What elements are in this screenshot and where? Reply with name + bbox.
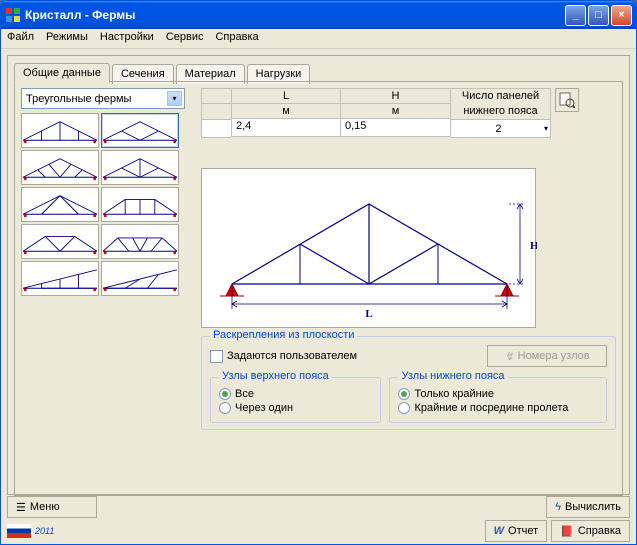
menu-settings[interactable]: Настройки <box>100 31 154 46</box>
app-window: Кристалл - Фермы _ □ × Файл Режимы Настр… <box>0 0 637 545</box>
truss-type-combo[interactable]: Треугольные фермы ▾ <box>21 88 185 109</box>
truss-thumb-7[interactable] <box>101 224 179 259</box>
right-panel: L м 2,4 H м 0,15 Число панелей <box>201 88 616 430</box>
tab-body: Треугольные фермы ▾ L <box>14 81 623 496</box>
menu-file[interactable]: Файл <box>7 31 34 46</box>
svg-text:H: H <box>530 240 537 252</box>
window-title: Кристалл - Фермы <box>25 8 565 22</box>
window-buttons: _ □ × <box>565 5 632 26</box>
chevron-down-icon: ▾ <box>544 124 548 133</box>
hdr-panels1: Число панелей <box>451 88 551 104</box>
truss-thumb-5[interactable] <box>101 187 179 222</box>
content: Общие данные Сечения Материал Нагрузки Т… <box>1 49 636 501</box>
truss-thumbnails <box>21 113 189 296</box>
truss-diagram: L H <box>201 168 536 328</box>
radio-icon <box>398 402 410 414</box>
radio-top-all[interactable]: Все <box>219 388 372 400</box>
year-label: 2011 <box>35 526 54 536</box>
tab-general[interactable]: Общие данные <box>14 63 110 83</box>
unit-L: м <box>231 104 341 119</box>
radio-bot-ends[interactable]: Только крайние <box>398 388 598 400</box>
footer: ☰ Меню ϟВычислить 2011 WОтчет 📕Справка <box>7 496 630 540</box>
unit-H: м <box>341 104 451 119</box>
user-defined-checkbox[interactable]: Задаются пользователем <box>210 350 357 363</box>
panels-value: 2 <box>453 123 544 135</box>
top-chord-group: Узлы верхнего пояса Все Через один <box>210 377 381 423</box>
book-icon: 📕 <box>560 525 574 538</box>
truss-type-value: Треугольные фермы <box>26 93 131 105</box>
truss-thumb-6[interactable] <box>21 224 99 259</box>
checkbox-icon <box>210 350 223 363</box>
node-numbers-button: ↯ Номера узлов <box>487 345 607 367</box>
truss-thumb-4[interactable] <box>21 187 99 222</box>
bolt-icon: ϟ <box>555 501 561 513</box>
menubar: Файл Режимы Настройки Сервис Справка <box>1 29 636 49</box>
tabs: Общие данные Сечения Материал Нагрузки <box>14 62 623 82</box>
radio-icon <box>219 402 231 414</box>
close-button[interactable]: × <box>611 5 632 26</box>
truss-thumb-3[interactable] <box>101 150 179 185</box>
hdr-L: L <box>231 88 341 104</box>
word-icon: W <box>494 525 504 537</box>
radio-top-alt[interactable]: Через один <box>219 402 372 414</box>
menu-icon: ☰ <box>16 501 26 514</box>
truss-thumb-8[interactable] <box>21 261 99 296</box>
menu-help[interactable]: Справка <box>215 31 258 46</box>
val-H[interactable]: 0,15 <box>341 119 451 137</box>
truss-thumb-0[interactable] <box>21 113 99 148</box>
report-button[interactable]: WОтчет <box>485 520 548 542</box>
calc-button[interactable]: ϟВычислить <box>546 496 630 518</box>
bracing-group: Раскрепления из плоскости Задаются польз… <box>201 336 616 430</box>
bottom-chord-group: Узлы нижнего пояса Только крайние Крайни… <box>389 377 607 423</box>
titlebar: Кристалл - Фермы _ □ × <box>1 1 636 29</box>
truss-thumb-2[interactable] <box>21 150 99 185</box>
radio-bot-mid[interactable]: Крайние и посредине пролета <box>398 402 598 414</box>
app-icon <box>5 7 21 23</box>
hdr-panels2: нижнего пояса <box>451 104 551 120</box>
nodes-icon: ↯ <box>504 350 513 363</box>
preview-button[interactable] <box>555 88 579 112</box>
flag-icon <box>7 524 31 538</box>
svg-text:L: L <box>365 308 372 320</box>
val-L[interactable]: 2,4 <box>231 119 341 137</box>
minimize-button[interactable]: _ <box>565 5 586 26</box>
bracing-legend: Раскрепления из плоскости <box>210 329 357 341</box>
help-button[interactable]: 📕Справка <box>551 520 630 542</box>
radio-icon <box>398 388 410 400</box>
menu-button[interactable]: ☰ Меню <box>7 496 97 518</box>
panels-spinner[interactable]: 2 ▾ <box>451 120 551 138</box>
menu-service[interactable]: Сервис <box>166 31 204 46</box>
truss-thumb-9[interactable] <box>101 261 179 296</box>
chevron-down-icon: ▾ <box>167 91 182 106</box>
menu-modes[interactable]: Режимы <box>46 31 88 46</box>
radio-icon <box>219 388 231 400</box>
params-table: L м 2,4 H м 0,15 Число панелей <box>201 88 551 138</box>
main-frame: Общие данные Сечения Материал Нагрузки Т… <box>7 55 630 495</box>
hdr-H: H <box>341 88 451 104</box>
maximize-button[interactable]: □ <box>588 5 609 26</box>
truss-thumb-1[interactable] <box>101 113 179 148</box>
